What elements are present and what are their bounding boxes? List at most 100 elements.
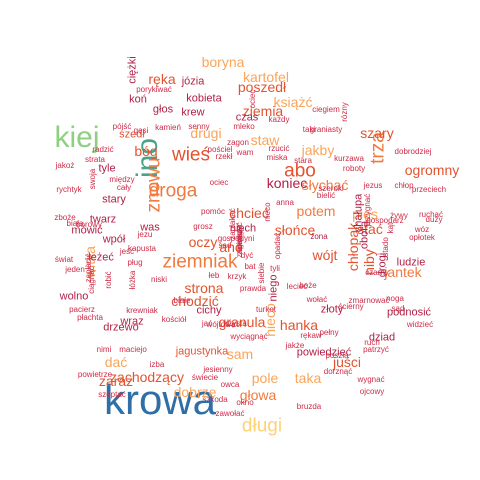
- word-krewniak: krewniak: [126, 306, 158, 315]
- word-ruchac: ruchać: [418, 210, 444, 219]
- word-graniasty: graniasty: [309, 125, 343, 134]
- word-pole: pole: [251, 370, 279, 386]
- word-wam: wam: [236, 148, 254, 157]
- word-cichy: cichy: [196, 304, 222, 317]
- word-posz-a: poszła: [325, 351, 349, 360]
- word-jac: jać: [201, 319, 213, 328]
- word-bat: bat: [244, 262, 256, 271]
- word-jagustynka: jagustynka: [175, 345, 229, 358]
- word-ruch: ruch: [364, 338, 380, 347]
- word-zachodzacy: zachodzący: [110, 369, 184, 385]
- word-borowy: borowy: [76, 220, 102, 229]
- word-ciagnac: ciągnąć: [87, 266, 96, 294]
- word-g-os: głos: [152, 103, 174, 116]
- word-bielic: bielić: [316, 191, 336, 200]
- word-krzyk: krzyk: [227, 272, 247, 281]
- word-strata: strata: [84, 155, 106, 164]
- word-czas: czas: [235, 111, 259, 124]
- word-swiat: świat: [54, 255, 74, 264]
- word-kat: kąt: [386, 222, 395, 234]
- word-zagon: zagon: [227, 138, 249, 147]
- word-zywy: żywy: [390, 211, 408, 220]
- word-kobieta: kobieta: [186, 92, 222, 105]
- word-nieco: nieco: [263, 202, 272, 222]
- word-zaraz: zaraz: [98, 373, 134, 389]
- word-potem: potem: [296, 203, 336, 219]
- word-g-owa: głowa: [239, 387, 277, 403]
- word-ciegiem: ciegiem: [312, 105, 340, 114]
- word-kiej: kiej: [54, 121, 100, 154]
- word-kapusta: kapusta: [127, 244, 157, 253]
- word-chodzic: chodzić: [171, 293, 219, 309]
- word-jezus: jezus: [363, 181, 383, 190]
- word-swiecie: świecie: [191, 373, 219, 382]
- word-sam: sam: [226, 346, 254, 362]
- word-rzucic: rzucić: [268, 144, 290, 153]
- word-kazdy: każdy: [268, 115, 290, 124]
- word-zmarnowac: zmarnować: [348, 296, 390, 305]
- word-anna: anna: [276, 198, 294, 207]
- word-rekaw: rękaw: [300, 331, 322, 340]
- word-widziec: widzieć: [406, 320, 434, 329]
- word-gospodarz: gospodarz: [366, 216, 404, 225]
- word-ksiazc: książć: [273, 94, 313, 110]
- word-ludzie: ludzie: [396, 256, 426, 269]
- word-zawo-ac: zawołać: [215, 409, 245, 418]
- word-miedzy: między: [109, 175, 135, 184]
- word-patrzyc: patrzyć: [363, 345, 389, 354]
- word-p-achta: płachta: [77, 313, 103, 322]
- word-turkot: turkot: [255, 305, 277, 314]
- word-s-ychac: słychać: [301, 177, 349, 193]
- word-rzek-: rzekł: [215, 152, 233, 161]
- word-ca-y: cały: [116, 183, 132, 192]
- word-jozia: józia: [181, 75, 205, 88]
- word--ozka: łóżka: [128, 270, 137, 290]
- word-opadac: opadać: [273, 232, 282, 260]
- word-tyli: tyli: [270, 264, 280, 273]
- word-gospodyni: gospodyni: [217, 234, 255, 243]
- word-dyc: dyć: [240, 251, 254, 260]
- word-bia-a: biała: [66, 219, 84, 228]
- word-poszed-: poszedł: [237, 79, 287, 95]
- word-dobrodziej: dobrodziej: [394, 147, 432, 156]
- word-roboty: roboty: [342, 164, 366, 173]
- word-porykiwac: porykiwać: [136, 85, 172, 94]
- word-jesienny: jesienny: [203, 365, 233, 374]
- word-okno: okno: [236, 398, 254, 407]
- word-czarny: czarny: [365, 268, 389, 277]
- word-szeroki: szeroki: [318, 184, 344, 193]
- word-pacierz: pacierz: [69, 305, 95, 314]
- word-oczy: oczy: [188, 234, 218, 250]
- word-pe-ny: pełny: [319, 328, 339, 337]
- word-kon: koń: [129, 93, 147, 106]
- word-szary: szary: [360, 125, 394, 141]
- word-ch-op: chłop: [394, 181, 414, 190]
- word-senny: senny: [188, 122, 210, 131]
- word-dorznac: dorznąć: [323, 367, 353, 376]
- word-rychtyk: rychtyk: [56, 185, 82, 194]
- word-radzic: radzić: [92, 145, 114, 154]
- word-z-oty: złoty: [320, 303, 344, 316]
- word-tyle: tyle: [98, 162, 116, 175]
- word-stara: stara: [294, 156, 312, 165]
- word-scierny: ścierny: [338, 302, 364, 311]
- word-stac: stać: [357, 221, 383, 237]
- word-owca: owca: [220, 380, 240, 389]
- word-p-ug: pług: [127, 258, 143, 267]
- word-ano: ano: [219, 239, 243, 255]
- word-nimi: nimi: [96, 345, 112, 354]
- word-taki: taki: [302, 125, 316, 134]
- word-bia-e: białe: [173, 296, 191, 305]
- word-bruzda: bruzda: [296, 402, 322, 411]
- word-lezec: leżeć: [88, 251, 114, 264]
- word-jezu: jezu: [137, 230, 153, 239]
- word-jantek: jantek: [384, 264, 422, 280]
- word-grosz: grosz: [193, 222, 213, 231]
- word-s-once: słońce: [274, 222, 316, 238]
- word-mleko: mleko: [233, 122, 255, 131]
- word-woz: wóz: [414, 225, 430, 234]
- word-koscio-: kościół: [161, 315, 187, 324]
- word-przygnac: przygnać: [363, 193, 372, 227]
- word-krew: krew: [181, 106, 205, 119]
- word-znowu: znowu: [143, 157, 165, 213]
